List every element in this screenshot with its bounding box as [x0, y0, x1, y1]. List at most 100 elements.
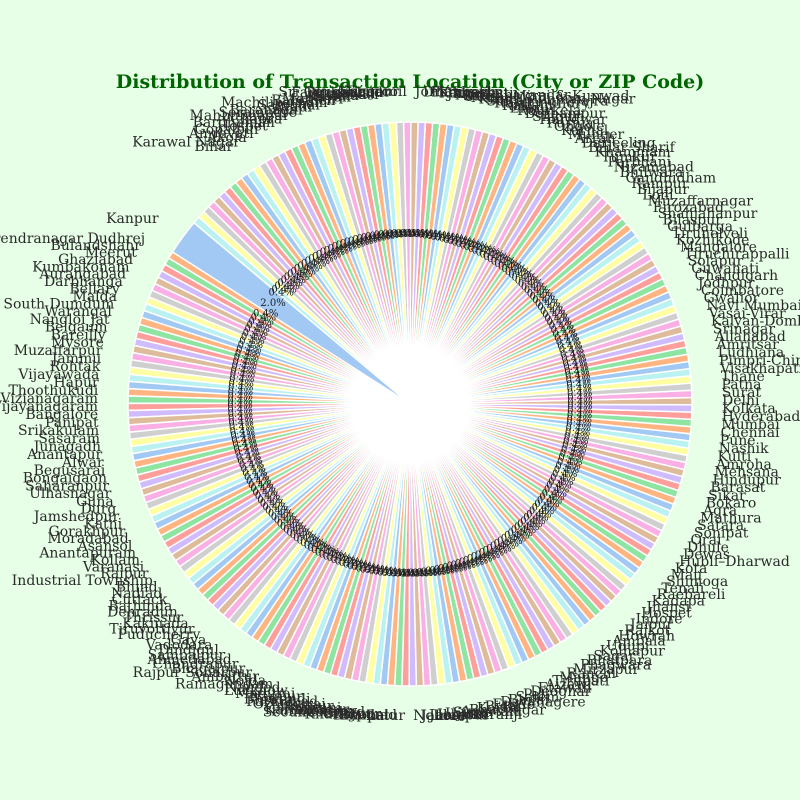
slice-category-label: Noida: [224, 673, 266, 689]
slice-percent-label: 0.4%: [555, 461, 580, 472]
slice-percent-label: 0.4%: [532, 295, 557, 306]
slice-category-label: Madurai: [235, 686, 296, 702]
slice-category-label: Thoothukudi: [8, 383, 98, 399]
slice-percent-label: 0.4%: [567, 406, 592, 417]
slice-category-label: Rajahmundry: [494, 96, 590, 112]
slice-category-label: Satara: [697, 518, 744, 534]
slice-percent-label: 0.4%: [504, 531, 529, 542]
slice-percent-label: 0.4%: [368, 566, 393, 577]
slice-category-label: Sambalpur: [148, 647, 226, 663]
slice-category-label: Serampore: [218, 105, 297, 121]
slice-category-label: Chandigarh: [695, 268, 779, 284]
slice-percent-label: 0.4%: [498, 262, 523, 273]
slice-percent-label: 0.4%: [567, 392, 592, 403]
slice-category-label: Mathura: [700, 511, 761, 527]
slice-category-label: Panipat: [45, 415, 99, 431]
slice-percent-label: 0.4%: [527, 288, 552, 299]
slice-category-label: Rajpur Sonarpur: [133, 665, 253, 681]
slice-percent-label: 0.4%: [287, 269, 312, 280]
slice-category-label: Industrial Township: [12, 573, 153, 589]
slice-category-label: Ujjain: [445, 706, 487, 722]
slice-percent-label: 0.4%: [332, 242, 357, 253]
slice-category-label: Shimoga: [666, 574, 728, 590]
slice-percent-label: 0.4%: [550, 473, 575, 484]
slice-percent-label: 0.4%: [274, 515, 299, 526]
slice-percent-label: 0.4%: [331, 555, 356, 566]
slice-category-label: Mehsana: [714, 465, 779, 481]
slice-percent-label: 0.4%: [356, 563, 381, 574]
slice-percent-label: 0.4%: [537, 302, 562, 313]
slice-category-label: Dhule: [687, 540, 729, 556]
slice-percent-label: 0.4%: [248, 480, 273, 491]
slice-category-label: Karawal Nagar: [132, 134, 240, 150]
slice-percent-label: 0.4%: [250, 484, 275, 495]
slice-category-label: Parbhani: [607, 154, 671, 170]
slice-category-label: Bhusawal: [306, 86, 375, 102]
slice-percent-label: 0.4%: [490, 541, 515, 552]
slice-category-label: Surat: [722, 385, 762, 401]
slice-category-label: Baranagar: [230, 102, 305, 118]
slice-percent-label: 0.4%: [227, 400, 252, 411]
slice-percent-label: 0.4%: [547, 317, 572, 328]
slice-category-label: Ulhasnagar: [29, 486, 111, 502]
slice-category-label: Tirupati: [552, 674, 609, 690]
slice-percent-label: 0.4%: [439, 234, 464, 245]
slice-category-label: Tirupur: [345, 84, 400, 100]
slice-category-label: Ghaziabad: [58, 252, 133, 268]
slice-category-label: Avadi: [272, 100, 313, 116]
slice-percent-label: 0.4%: [395, 568, 420, 579]
percent-labels: 2.0%0.4%0.4%0.4%0.4%0.4%0.4%0.4%0.4%0.4%…: [227, 229, 592, 580]
slice-category-label: Kolkata: [722, 401, 776, 417]
slice-percent-label: 2.0%: [260, 298, 285, 309]
slice-category-label: Katni: [84, 516, 122, 532]
slice-category-label: Ambala: [611, 634, 666, 650]
slice-percent-label: 0.4%: [335, 557, 360, 568]
slice-percent-label: 0.4%: [566, 419, 591, 430]
slice-category-label: Machilipatnam: [221, 95, 328, 111]
slice-percent-label: 0.4%: [435, 233, 460, 244]
slice-percent-label: 0.4%: [231, 361, 256, 372]
slice-percent-label: 0.4%: [271, 284, 296, 295]
slice-category-label: Dewas: [683, 547, 730, 563]
slice-percent-label: 0.4%: [230, 431, 255, 442]
slice-category-label: Kumbakonam: [32, 259, 129, 275]
slice-category-label: Ludhiana: [718, 345, 784, 361]
slice-percent-label: 0.4%: [252, 487, 277, 498]
slice-percent-label: 0.4%: [229, 422, 254, 433]
slice-category-label: Tiruchirappalli: [684, 247, 790, 263]
slice-category-label: Cuttack: [112, 592, 168, 608]
slice-category-label: Navi Mumbai: [706, 298, 800, 314]
slice-category-label: Jamshedpur: [32, 509, 120, 525]
slice-category-label: Kozhikode: [676, 233, 750, 249]
slice-percent-label: 0.4%: [244, 324, 269, 335]
slice-percent-label: 0.4%: [386, 568, 411, 579]
slice-percent-label: 0.4%: [311, 545, 336, 556]
slice-percent-label: 0.4%: [265, 505, 290, 516]
slice-percent-label: 0.4%: [305, 256, 330, 267]
slice-percent-label: 0.4%: [518, 279, 543, 290]
slice-percent-label: 0.4%: [552, 329, 577, 340]
slice-percent-label: 0.4%: [505, 267, 530, 278]
slice-percent-label: 0.4%: [546, 481, 571, 492]
slice-percent-label: 0.4%: [400, 229, 425, 240]
slice-category-label: Karimnagar: [265, 702, 350, 718]
slice-percent-label: 0.4%: [382, 568, 407, 579]
slice-percent-label: 0.4%: [554, 333, 579, 344]
slice-category-label: Firozabad: [653, 200, 724, 216]
slice-percent-label: 0.4%: [542, 488, 567, 499]
slice-percent-label: 0.4%: [344, 237, 369, 248]
slice-category-label: Aizawl: [544, 677, 592, 693]
slice-percent-label: 0.4%: [556, 337, 581, 348]
slice-category-label: Anantapuram: [38, 545, 136, 561]
slice-percent-label: 0.4%: [567, 384, 592, 395]
slice-category-label: Hindupur: [712, 472, 781, 488]
slice-percent-label: 0.4%: [229, 374, 254, 385]
slice-percent-label: 0.4%: [422, 230, 447, 241]
slice-category-label: Kanpur: [106, 211, 159, 227]
chart-title: Distribution of Transaction Location (Ci…: [116, 71, 705, 93]
slice-percent-label: 0.4%: [280, 521, 305, 532]
slice-category-label: Udupi: [606, 639, 650, 655]
slice-percent-label: 0.4%: [297, 261, 322, 272]
slice-percent-label: 0.4%: [521, 282, 546, 293]
slice-category-label: Ranchi: [566, 666, 616, 682]
